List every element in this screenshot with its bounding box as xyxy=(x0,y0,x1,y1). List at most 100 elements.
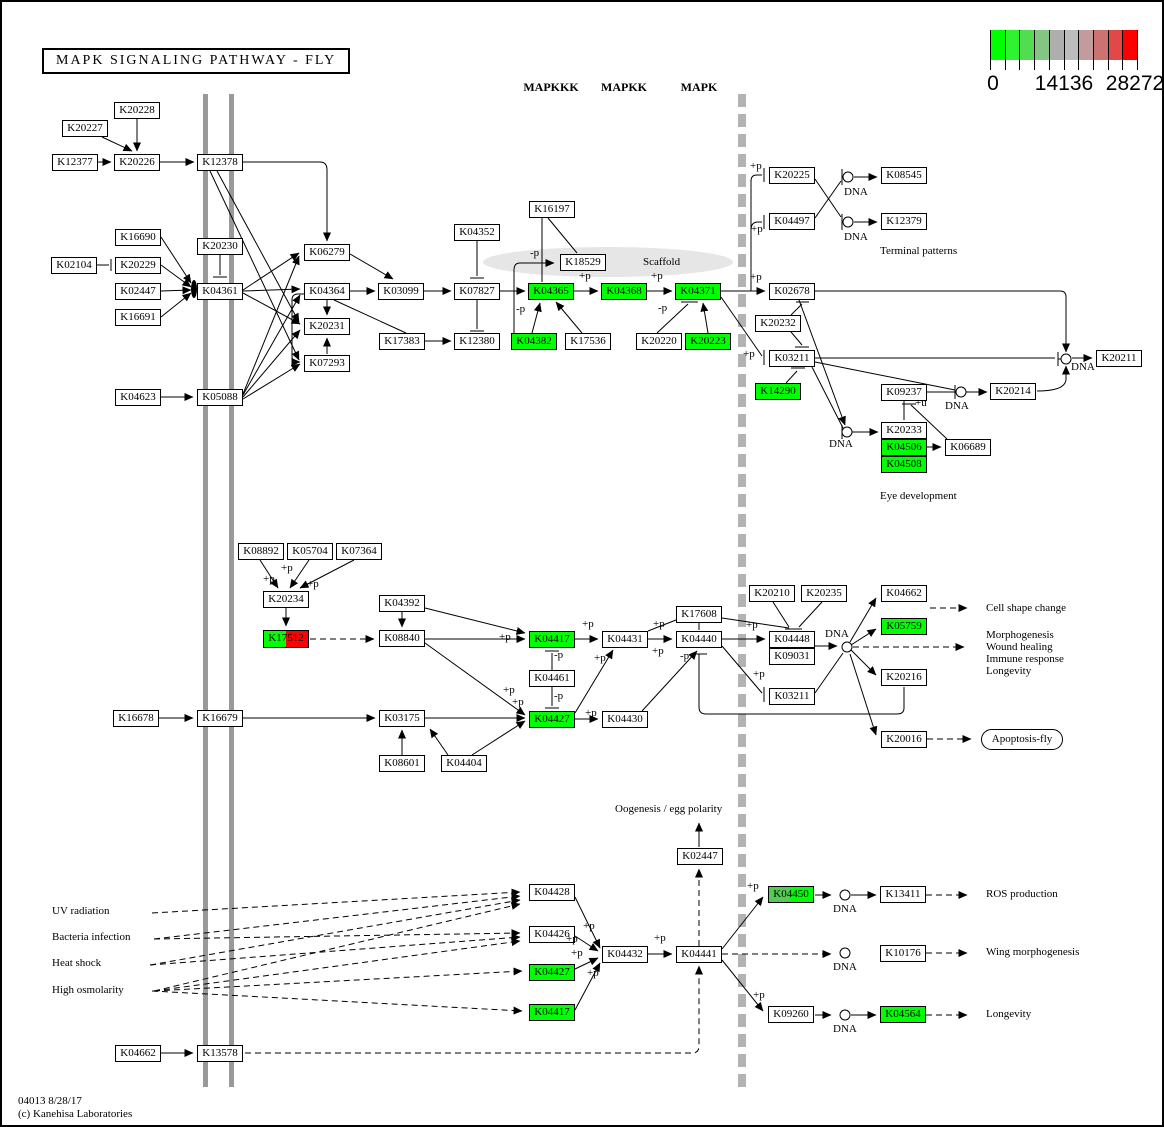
node-K04382[interactable]: K04382 xyxy=(511,333,557,350)
node-K04432[interactable]: K04432 xyxy=(602,946,648,963)
node-K04426[interactable]: K04426 xyxy=(529,926,575,943)
node-K04497[interactable]: K04497 xyxy=(769,213,815,230)
node-K13411[interactable]: K13411 xyxy=(880,886,926,903)
node-K04365[interactable]: K04365 xyxy=(528,283,574,300)
node-K14290[interactable]: K14290 xyxy=(755,383,801,400)
legend-tick xyxy=(1137,30,1138,70)
node-K04441[interactable]: K04441 xyxy=(676,946,722,963)
node-K16678[interactable]: K16678 xyxy=(113,710,159,727)
node-K17383[interactable]: K17383 xyxy=(379,333,425,350)
node-K02447b[interactable]: K02447 xyxy=(677,848,723,865)
node-K20225[interactable]: K20225 xyxy=(769,167,815,184)
node-K20220[interactable]: K20220 xyxy=(636,333,682,350)
node-K16691[interactable]: K16691 xyxy=(115,309,161,326)
legend-segment xyxy=(1063,30,1079,60)
node-K04508[interactable]: K04508 xyxy=(881,456,927,473)
node-K20210[interactable]: K20210 xyxy=(749,585,795,602)
node-K16679[interactable]: K16679 xyxy=(197,710,243,727)
node-K04440[interactable]: K04440 xyxy=(676,631,722,648)
legend-tick xyxy=(990,30,991,70)
node-K08840[interactable]: K08840 xyxy=(379,630,425,647)
node-K16690[interactable]: K16690 xyxy=(115,229,161,246)
node-K04428[interactable]: K04428 xyxy=(529,884,575,901)
node-K13578[interactable]: K13578 xyxy=(197,1045,243,1062)
node-K05759[interactable]: K05759 xyxy=(881,618,927,635)
node-K12378[interactable]: K12378 xyxy=(197,154,243,171)
node-K02678[interactable]: K02678 xyxy=(769,283,815,300)
node-K20226[interactable]: K20226 xyxy=(114,154,160,171)
node-ApoptosisFly[interactable]: Apoptosis-fly xyxy=(981,729,1063,750)
node-K05704[interactable]: K05704 xyxy=(287,543,333,560)
node-K20235[interactable]: K20235 xyxy=(801,585,847,602)
node-K04450[interactable]: K04450 xyxy=(768,886,814,903)
map-id-date: 04013 8/28/17 xyxy=(18,1095,82,1107)
node-K20211[interactable]: K20211 xyxy=(1096,350,1142,367)
node-K09031[interactable]: K09031 xyxy=(769,648,815,665)
node-K02104[interactable]: K02104 xyxy=(51,257,97,274)
node-K06689[interactable]: K06689 xyxy=(945,439,991,456)
node-K03211[interactable]: K03211 xyxy=(769,350,815,367)
node-K04392[interactable]: K04392 xyxy=(379,595,425,612)
node-K04662b[interactable]: K04662 xyxy=(115,1045,161,1062)
node-K17608[interactable]: K17608 xyxy=(676,606,722,623)
legend-tick xyxy=(1092,30,1094,70)
node-K20216[interactable]: K20216 xyxy=(881,669,927,686)
node-K04361[interactable]: K04361 xyxy=(197,283,243,300)
node-K04430[interactable]: K04430 xyxy=(602,711,648,728)
node-K04404[interactable]: K04404 xyxy=(441,755,487,772)
node-K20230[interactable]: K20230 xyxy=(197,238,243,255)
node-K20214[interactable]: K20214 xyxy=(990,383,1036,400)
node-K04368[interactable]: K04368 xyxy=(601,283,647,300)
node-K08545[interactable]: K08545 xyxy=(881,167,927,184)
node-K09260[interactable]: K09260 xyxy=(768,1006,814,1023)
column-header-mapkk: MAPKK xyxy=(601,80,647,94)
node-K20228[interactable]: K20228 xyxy=(114,102,160,119)
node-K04623[interactable]: K04623 xyxy=(115,389,161,406)
node-K20229[interactable]: K20229 xyxy=(115,257,161,274)
node-K05088[interactable]: K05088 xyxy=(197,389,243,406)
node-K04371[interactable]: K04371 xyxy=(675,283,721,300)
node-K17536[interactable]: K17536 xyxy=(565,333,611,350)
node-K12377[interactable]: K12377 xyxy=(52,154,98,171)
node-K18529[interactable]: K18529 xyxy=(560,254,606,271)
node-K08601[interactable]: K08601 xyxy=(379,755,425,772)
node-K03099[interactable]: K03099 xyxy=(378,283,424,300)
node-K07293[interactable]: K07293 xyxy=(304,355,350,372)
node-K03211b[interactable]: K03211 xyxy=(769,688,815,705)
node-K04352[interactable]: K04352 xyxy=(454,224,500,241)
node-K04506[interactable]: K04506 xyxy=(881,439,927,456)
node-K09237[interactable]: K09237 xyxy=(881,384,927,401)
node-K04427b[interactable]: K04427 xyxy=(529,964,575,981)
node-K12379[interactable]: K12379 xyxy=(881,213,927,230)
node-K20232[interactable]: K20232 xyxy=(755,315,801,332)
node-K04364[interactable]: K04364 xyxy=(304,283,350,300)
mark-p: +p xyxy=(566,933,578,945)
node-K20016[interactable]: K20016 xyxy=(881,731,927,748)
node-K07364[interactable]: K07364 xyxy=(336,543,382,560)
node-K08892[interactable]: K08892 xyxy=(238,543,284,560)
node-K20231[interactable]: K20231 xyxy=(304,318,350,335)
node-K16197[interactable]: K16197 xyxy=(529,201,575,218)
node-K02447[interactable]: K02447 xyxy=(115,283,161,300)
node-K04417[interactable]: K04417 xyxy=(529,631,575,648)
label-longevity: Longevity xyxy=(986,1008,1032,1020)
node-K04564[interactable]: K04564 xyxy=(880,1006,926,1023)
label-dna: DNA xyxy=(833,961,857,973)
node-K04461[interactable]: K04461 xyxy=(529,670,575,687)
node-K20227[interactable]: K20227 xyxy=(62,120,108,137)
node-K12380[interactable]: K12380 xyxy=(454,333,500,350)
node-K04427[interactable]: K04427 xyxy=(529,711,575,728)
node-K17512[interactable]: K17512 xyxy=(263,630,309,648)
node-K04417b[interactable]: K04417 xyxy=(529,1004,575,1021)
node-K07827[interactable]: K07827 xyxy=(454,283,500,300)
node-K04431[interactable]: K04431 xyxy=(602,631,648,648)
node-K04448[interactable]: K04448 xyxy=(769,631,815,648)
label-high-osmolarity: High osmolarity xyxy=(52,984,124,996)
node-K03175[interactable]: K03175 xyxy=(379,710,425,727)
node-K20223[interactable]: K20223 xyxy=(685,333,731,350)
node-K20234[interactable]: K20234 xyxy=(263,591,309,608)
node-K04662[interactable]: K04662 xyxy=(881,585,927,602)
node-K06279[interactable]: K06279 xyxy=(304,244,350,261)
node-K10176[interactable]: K10176 xyxy=(880,945,926,962)
node-K20233[interactable]: K20233 xyxy=(881,422,927,439)
